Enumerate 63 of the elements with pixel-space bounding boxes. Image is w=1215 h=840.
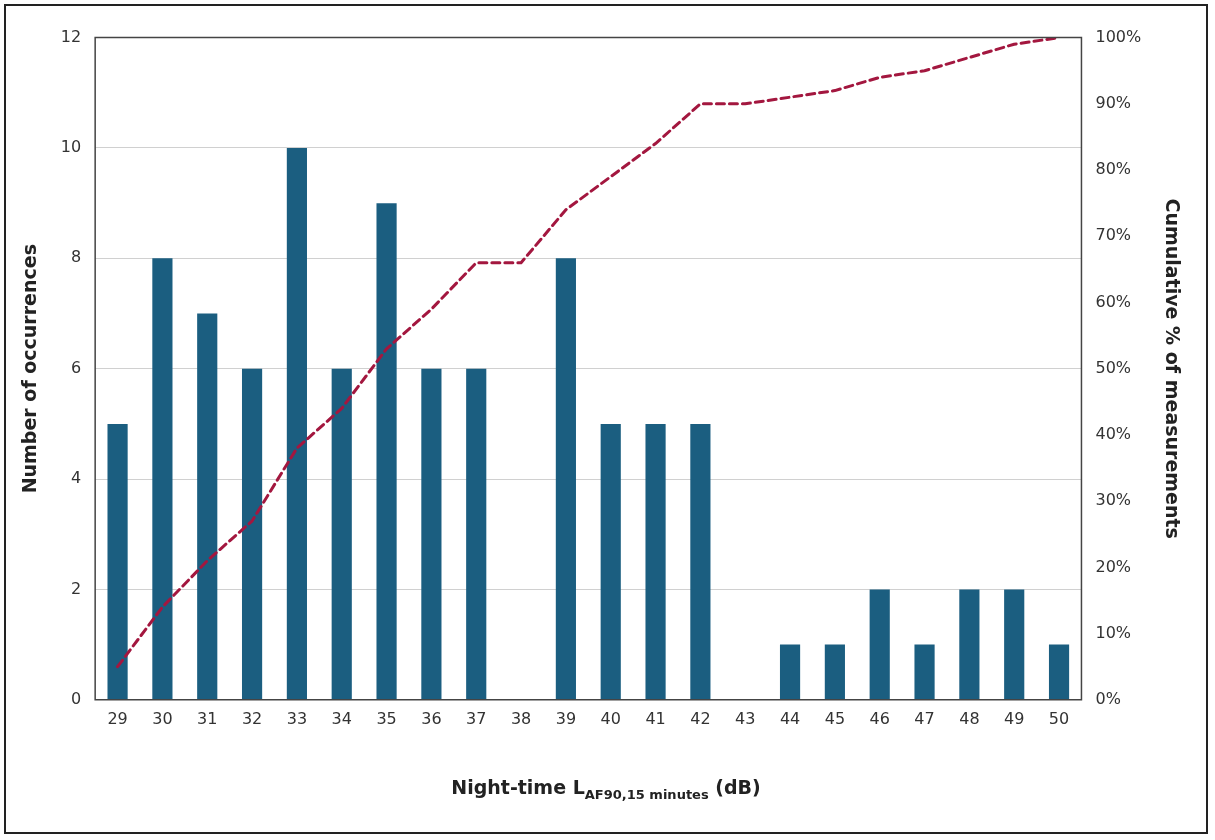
bar <box>959 589 980 700</box>
bar <box>466 368 487 700</box>
x-tick-label: 35 <box>376 708 397 728</box>
x-tick-label: 39 <box>555 708 577 728</box>
bar <box>555 258 576 700</box>
y-tick-label: 8 <box>70 247 82 267</box>
bar <box>331 368 352 700</box>
y2-tick-label: 50% <box>1095 357 1132 377</box>
x-tick-label: 32 <box>241 708 263 728</box>
x-tick-label: 45 <box>824 708 846 728</box>
y2-axis-title: Cumulative % of measurements <box>1161 198 1184 539</box>
y-tick-label: 10 <box>60 137 82 157</box>
bar <box>107 423 128 700</box>
x-tick-label: 48 <box>959 708 980 728</box>
x-tick-label: 42 <box>690 708 711 728</box>
x-tick-label: 47 <box>914 708 935 728</box>
bar <box>421 368 442 700</box>
y2-tick-label: 10% <box>1095 622 1132 642</box>
bar <box>152 258 173 700</box>
bar <box>197 313 218 700</box>
x-tick-label: 36 <box>421 708 442 728</box>
x-tick-label: 49 <box>1004 708 1025 728</box>
x-tick-label: 50 <box>1048 708 1070 728</box>
y-tick-label: 4 <box>70 468 82 488</box>
y-tick-label: 2 <box>70 578 82 598</box>
x-tick-label: 38 <box>510 708 532 728</box>
bar <box>376 203 397 700</box>
y2-tick-label: 60% <box>1095 291 1132 311</box>
y-axis-title: Number of occurrences <box>18 244 41 494</box>
y-tick-label: 0 <box>70 688 82 708</box>
y2-tick-label: 70% <box>1095 225 1132 245</box>
bar <box>1048 644 1070 700</box>
y2-tick-label: 90% <box>1095 92 1132 112</box>
x-tick-label: 37 <box>466 708 487 728</box>
bar <box>824 644 845 700</box>
y-tick-label: 6 <box>70 357 82 377</box>
bar <box>690 423 711 700</box>
x-tick-label: 31 <box>197 708 218 728</box>
bar <box>600 423 621 700</box>
bar <box>914 644 935 700</box>
x-tick-label: 40 <box>600 708 621 728</box>
x-tick-label: 29 <box>107 708 128 728</box>
bar <box>1004 589 1025 700</box>
x-tick-label: 43 <box>735 708 756 728</box>
y2-tick-label: 30% <box>1095 490 1132 510</box>
y2-tick-label: 80% <box>1095 159 1132 179</box>
y2-tick-label: 0% <box>1095 688 1121 708</box>
bar <box>869 589 890 700</box>
x-tick-label: 46 <box>869 708 890 728</box>
y2-tick-label: 40% <box>1095 424 1132 444</box>
x-axis-title: Night-time L$_{AF90,15 minutes}$ (dB) <box>450 776 762 802</box>
x-tick-label: 33 <box>286 708 308 728</box>
bar <box>779 644 801 700</box>
bar <box>241 368 263 700</box>
x-tick-label: 30 <box>152 708 173 728</box>
y2-tick-label: 100% <box>1095 26 1142 46</box>
y2-tick-label: 20% <box>1095 556 1132 576</box>
bar <box>286 147 307 700</box>
x-tick-label: 34 <box>331 708 352 728</box>
x-tick-label: 41 <box>645 708 666 728</box>
y-tick-label: 12 <box>60 26 82 46</box>
bar <box>645 423 666 700</box>
x-tick-label: 44 <box>779 708 801 728</box>
